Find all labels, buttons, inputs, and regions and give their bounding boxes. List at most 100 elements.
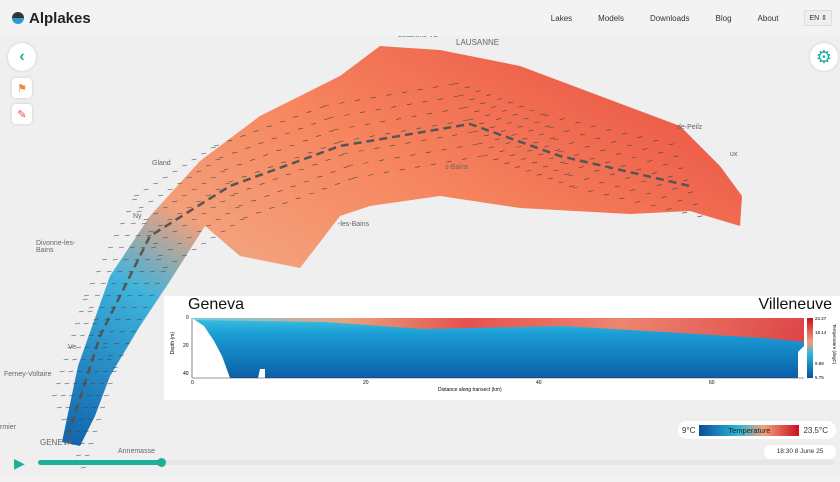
velocity-arrow <box>486 94 492 96</box>
settings-button[interactable]: ⚙ <box>810 43 838 71</box>
velocity-arrow <box>83 430 89 433</box>
velocity-arrow <box>157 224 164 227</box>
velocity-arrow <box>401 91 408 94</box>
map-label: GENEVA <box>40 438 73 447</box>
nav-about[interactable]: About <box>757 13 779 23</box>
velocity-arrow <box>677 199 683 202</box>
map-label: ux <box>730 151 738 158</box>
velocity-arrow <box>681 211 688 214</box>
velocity-arrow <box>294 156 300 159</box>
velocity-arrow <box>399 168 405 171</box>
language-select[interactable]: EN ⇕ <box>804 10 832 26</box>
velocity-arrow <box>279 120 286 123</box>
velocity-arrow <box>253 130 259 132</box>
timeline-handle[interactable] <box>157 457 167 467</box>
velocity-arrow <box>299 168 305 171</box>
velocity-arrow <box>122 282 128 285</box>
velocity-arrow <box>437 98 444 100</box>
velocity-arrow <box>289 144 295 147</box>
velocity-arrow <box>65 406 71 409</box>
velocity-arrow <box>477 155 483 158</box>
transect-tool[interactable]: ✎ <box>12 104 32 124</box>
velocity-arrow <box>231 151 238 154</box>
velocity-arrow <box>220 170 226 173</box>
velocity-arrow <box>76 370 83 373</box>
velocity-arrow <box>181 224 188 227</box>
velocity-arrow <box>662 163 668 166</box>
nav-models[interactable]: Models <box>598 13 624 23</box>
velocity-arrow <box>80 466 86 469</box>
chevron-left-icon: ‹ <box>19 48 25 65</box>
velocity-arrow <box>656 184 662 186</box>
velocity-arrow <box>600 149 606 152</box>
current-datetime: 18:30 8 June 25 <box>764 445 836 459</box>
velocity-arrow <box>205 194 212 197</box>
velocity-arrow <box>343 152 349 155</box>
velocity-arrow <box>143 282 150 285</box>
velocity-arrow <box>111 370 117 373</box>
velocity-arrow <box>293 115 299 118</box>
velocity-arrow <box>333 128 339 131</box>
velocity-arrow <box>631 156 637 159</box>
velocity-arrow <box>172 260 178 263</box>
velocity-arrow <box>427 112 433 115</box>
velocity-arrow <box>75 454 82 457</box>
velocity-arrow <box>642 148 648 150</box>
velocity-arrow <box>594 169 600 172</box>
velocity-arrow <box>575 121 581 124</box>
velocity-arrow <box>220 200 226 203</box>
back-button[interactable]: ‹ <box>8 43 36 71</box>
velocity-arrow <box>374 147 380 150</box>
velocity-arrow <box>87 310 93 313</box>
brand-logo[interactable]: Alplakes <box>12 10 91 27</box>
velocity-arrow <box>375 108 381 111</box>
legend-label: Temperature <box>728 425 771 435</box>
velocity-arrow <box>234 206 240 209</box>
velocity-arrow <box>531 161 538 164</box>
velocity-arrow <box>285 173 292 176</box>
velocity-arrow <box>177 242 183 245</box>
velocity-arrow <box>558 181 564 184</box>
velocity-arrow <box>125 318 132 321</box>
velocity-arrow <box>548 126 554 129</box>
velocity-arrow <box>282 202 288 204</box>
velocity-arrow <box>196 200 202 203</box>
velocity-arrow <box>153 212 159 215</box>
velocity-arrow <box>201 152 207 155</box>
velocity-arrow <box>672 187 678 190</box>
velocity-arrow <box>517 125 523 128</box>
velocity-arrow <box>579 133 586 136</box>
map[interactable]: Ecublens VD LAUSANNE Gland Ny Divonne-le… <box>0 32 840 477</box>
velocity-arrow <box>673 155 679 158</box>
play-button[interactable]: ▶ <box>14 455 25 472</box>
velocity-arrow <box>333 142 340 144</box>
velocity-arrow <box>101 258 108 261</box>
velocity-arrow <box>447 122 453 124</box>
velocity-arrow <box>103 394 109 397</box>
velocity-arrow <box>595 137 601 140</box>
velocity-arrow <box>196 230 202 233</box>
timeline-slider[interactable] <box>38 457 834 467</box>
velocity-arrow <box>92 430 98 433</box>
velocity-arrow <box>117 270 123 273</box>
velocity-arrow <box>133 282 139 285</box>
velocity-arrow <box>205 224 212 227</box>
velocity-arrow <box>697 215 703 218</box>
velocity-arrow <box>630 189 636 191</box>
velocity-arrow <box>233 192 239 195</box>
velocity-arrow <box>254 171 260 173</box>
velocity-arrow <box>135 234 141 237</box>
velocity-arrow <box>494 138 500 140</box>
legend-colorbar: Temperature <box>699 424 800 436</box>
velocity-arrow <box>533 141 539 144</box>
velocity-arrow <box>545 125 551 128</box>
nav-downloads[interactable]: Downloads <box>649 13 690 23</box>
velocity-arrow <box>107 354 114 357</box>
velocity-arrow <box>483 134 490 137</box>
velocity-arrow <box>51 394 58 397</box>
velocity-arrow <box>177 182 183 185</box>
velocity-arrow <box>86 394 92 397</box>
nav-lakes[interactable]: Lakes <box>550 13 573 23</box>
nav-blog[interactable]: Blog <box>715 13 732 23</box>
point-profile-tool[interactable]: ⚑ <box>12 78 32 98</box>
